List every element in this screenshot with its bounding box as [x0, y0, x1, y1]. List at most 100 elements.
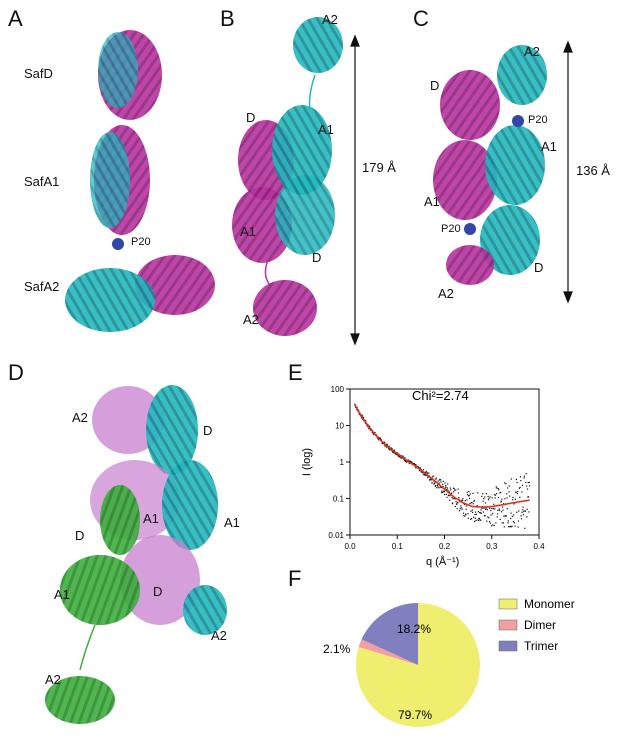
- saxs-data-point: [480, 519, 482, 521]
- saxs-data-point: [374, 431, 376, 434]
- saxs-data-point: [462, 498, 464, 500]
- saxs-data-point: [497, 509, 499, 511]
- saxs-data-point: [514, 498, 517, 500]
- saxs-data-point: [365, 420, 367, 422]
- saxs-data-point: [505, 515, 507, 517]
- saxs-data-point: [513, 503, 515, 505]
- saxs-data-point: [456, 503, 458, 505]
- saxs-data-point: [465, 505, 468, 507]
- saxs-data-point: [453, 491, 455, 493]
- saxs-data-point: [425, 474, 427, 476]
- saxs-data-point: [479, 519, 481, 521]
- saxs-data-point: [443, 491, 445, 493]
- pie-label-monomer: 79.7%: [398, 708, 432, 722]
- saxs-data-point: [468, 490, 470, 493]
- saxs-data-point: [495, 492, 498, 495]
- saxs-data-point: [409, 460, 411, 462]
- saxs-data-point: [511, 525, 513, 527]
- saxs-data-point: [461, 499, 464, 501]
- saxs-data-point: [438, 482, 440, 484]
- saxs-data-point: [517, 520, 520, 522]
- saxs-y-tick-label: 0.01: [328, 531, 344, 540]
- saxs-data-point: [457, 492, 460, 494]
- saxs-data-point: [508, 485, 510, 487]
- saxs-data-point: [493, 494, 496, 496]
- saxs-data-point: [454, 498, 456, 500]
- saxs-data-point: [475, 519, 477, 522]
- saxs-data-point: [442, 483, 444, 485]
- saxs-data-point: [490, 525, 493, 527]
- label-b-a2-top: A2: [322, 12, 338, 27]
- saxs-data-point: [410, 460, 412, 463]
- label-d-a1-right: A1: [224, 515, 240, 530]
- saxs-data-point: [503, 503, 505, 505]
- saxs-data-point: [434, 484, 437, 487]
- saxs-data-point: [482, 500, 484, 502]
- saxs-data-point: [391, 448, 393, 450]
- saxs-data-point: [418, 466, 420, 468]
- saxs-data-point: [437, 480, 439, 482]
- panel-b-structure: [232, 17, 343, 336]
- saxs-data-point: [482, 493, 484, 495]
- saxs-y-ticks: 100 10 1 0.1 0.01: [328, 385, 350, 540]
- saxs-data-point: [494, 497, 496, 499]
- saxs-data-point: [470, 510, 472, 512]
- label-d-d-top: D: [203, 423, 213, 438]
- saxs-data-point: [483, 507, 485, 509]
- saxs-data-point: [398, 455, 400, 458]
- saxs-data-point: [392, 452, 395, 454]
- saxs-data-point: [440, 479, 442, 481]
- saxs-data-point: [497, 487, 499, 490]
- saxs-data-point: [485, 508, 487, 510]
- saxs-data-point: [451, 492, 453, 494]
- saxs-data-point: [435, 477, 437, 479]
- saxs-data-point: [424, 474, 427, 476]
- saxs-data-point: [402, 455, 404, 457]
- saxs-data-point: [445, 486, 447, 488]
- saxs-data-point: [398, 456, 401, 458]
- saxs-data-point: [506, 508, 508, 510]
- label-safa1: SafA1: [24, 174, 60, 189]
- legend-label-dimer: Dimer: [524, 618, 556, 632]
- saxs-data-point: [521, 511, 523, 513]
- saxs-data-point: [415, 464, 417, 466]
- saxs-data-point: [454, 489, 456, 491]
- saxs-data-point: [479, 511, 481, 514]
- saxs-data-point: [509, 525, 511, 528]
- saxs-data-point: [521, 491, 523, 493]
- saxs-data-point: [405, 461, 408, 463]
- label-b-d-bottom: D: [312, 250, 322, 265]
- saxs-x-tick-label: 0.2: [439, 542, 451, 551]
- dimension-label-c: 136 Å: [576, 163, 610, 178]
- saxs-data-point: [415, 467, 417, 469]
- saxs-data-point: [474, 513, 476, 516]
- saxs-data-point: [528, 511, 530, 513]
- saxs-data-point: [434, 485, 436, 487]
- pie-slices: [355, 603, 481, 727]
- label-d-a2-right: A2: [211, 628, 227, 643]
- saxs-data-point: [474, 520, 476, 523]
- panel-letter-a: A: [8, 6, 23, 31]
- saxs-data-point: [505, 483, 507, 485]
- saxs-data-point: [492, 507, 495, 510]
- label-d-d-center: D: [153, 584, 163, 599]
- saxs-data-point: [448, 494, 450, 497]
- saxs-data-point: [523, 510, 525, 512]
- saxs-data-point: [482, 511, 485, 513]
- saxs-data-point: [520, 515, 522, 517]
- saxs-data-point: [465, 514, 467, 516]
- saxs-data-point: [518, 487, 521, 489]
- saxs-data-point: [453, 487, 455, 490]
- saxs-data-point: [430, 479, 433, 481]
- saxs-data-point: [425, 471, 428, 473]
- saxs-data-point: [500, 500, 502, 502]
- saxs-data-point: [384, 441, 386, 443]
- saxs-data-point: [483, 498, 485, 500]
- saxs-data-point: [391, 450, 394, 452]
- saxs-data-point: [525, 473, 527, 475]
- saxs-data-point: [497, 496, 500, 499]
- saxs-data-point: [442, 485, 444, 488]
- saxs-data-point: [510, 478, 512, 480]
- saxs-data-point: [493, 524, 495, 527]
